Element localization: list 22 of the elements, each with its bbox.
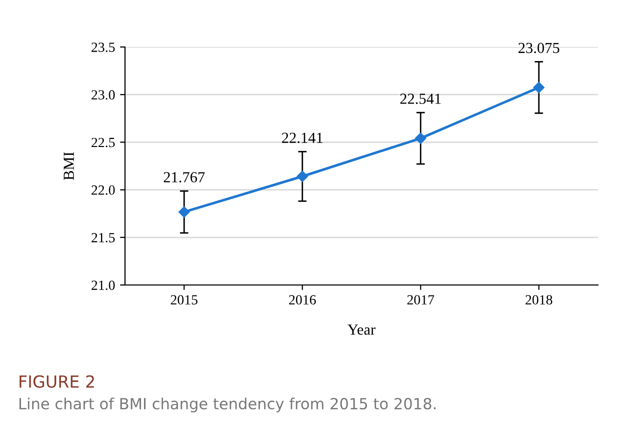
y-tick-label: 21.0 — [92, 280, 115, 290]
x-tick-label: 2016 — [289, 295, 316, 304]
x-axis-title: Year — [348, 324, 376, 335]
y-tick-label: 22.5 — [92, 138, 115, 148]
y-tick-label: 22.0 — [92, 185, 115, 195]
y-axis-title: BMI — [64, 152, 74, 180]
data-label: 21.767 — [164, 172, 205, 182]
y-tick-label: 23.5 — [92, 42, 115, 52]
text: Line chart of BMI change tendency from 2015 to 2018. — [20, 398, 436, 412]
point — [533, 82, 544, 94]
x-tick-label: 2015 — [170, 295, 198, 304]
point — [415, 132, 426, 144]
data-label: 22.541 — [400, 94, 441, 104]
y-tick-label: 23.0 — [92, 90, 115, 100]
data-label: 23.075 — [518, 42, 560, 54]
x-tick-label: 2018 — [526, 295, 552, 304]
point — [296, 170, 308, 182]
x-tick-label: 2017 — [407, 295, 434, 304]
y-tick-label: 21.5 — [92, 233, 115, 242]
point — [178, 206, 190, 218]
caption: FIGURE 2 — [20, 375, 94, 388]
data-label: 22.141 — [282, 132, 322, 144]
